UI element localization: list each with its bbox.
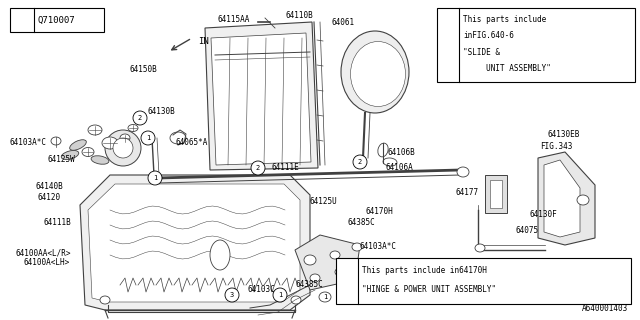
Bar (336, 258, 631, 304)
Ellipse shape (330, 251, 340, 259)
Text: Q710007: Q710007 (38, 15, 76, 25)
Text: 64385C: 64385C (296, 280, 324, 289)
Circle shape (339, 273, 355, 289)
Ellipse shape (82, 148, 94, 156)
Ellipse shape (291, 296, 301, 304)
Text: FIG.343: FIG.343 (540, 142, 572, 151)
Text: "SLIDE &: "SLIDE & (463, 48, 500, 57)
Ellipse shape (304, 255, 316, 265)
Text: 1: 1 (278, 292, 282, 298)
Text: 2: 2 (256, 165, 260, 171)
Text: 64075: 64075 (515, 226, 538, 235)
Text: 64177: 64177 (455, 188, 478, 197)
Text: 2: 2 (358, 159, 362, 165)
Ellipse shape (351, 42, 406, 107)
Text: 64385C: 64385C (348, 218, 376, 227)
Circle shape (440, 37, 456, 53)
Text: inFIG.640-6: inFIG.640-6 (463, 31, 514, 40)
Text: UNIT ASSEMBLY": UNIT ASSEMBLY" (463, 64, 551, 73)
Polygon shape (538, 152, 595, 245)
Text: 64106B: 64106B (388, 148, 416, 157)
Ellipse shape (61, 150, 79, 159)
Bar (485, 175, 507, 213)
Ellipse shape (100, 296, 110, 304)
Text: 64111B: 64111B (44, 218, 72, 227)
Ellipse shape (88, 125, 102, 135)
Polygon shape (205, 22, 318, 170)
Polygon shape (295, 235, 360, 290)
Text: 64150B: 64150B (130, 65, 157, 74)
Text: 1: 1 (323, 294, 327, 300)
Text: 64130EB: 64130EB (548, 130, 580, 139)
Ellipse shape (577, 195, 589, 205)
Ellipse shape (378, 143, 388, 157)
Bar (490, 180, 502, 208)
Circle shape (353, 155, 367, 169)
Text: This parts include: This parts include (463, 15, 547, 24)
Circle shape (225, 288, 239, 302)
Ellipse shape (310, 274, 320, 282)
Ellipse shape (70, 140, 86, 150)
Text: 64103A*C: 64103A*C (10, 138, 47, 147)
Ellipse shape (341, 31, 409, 113)
Text: 1: 1 (20, 17, 24, 23)
Ellipse shape (102, 137, 118, 149)
Polygon shape (80, 175, 310, 310)
Text: 64125W: 64125W (48, 155, 76, 164)
Circle shape (141, 131, 155, 145)
Text: 64100AA<L/R>: 64100AA<L/R> (15, 248, 70, 257)
Text: 64106A: 64106A (386, 163, 413, 172)
Ellipse shape (475, 244, 485, 252)
Polygon shape (88, 184, 300, 302)
Bar (10, 8, 104, 32)
Ellipse shape (457, 167, 469, 177)
Text: 64130B: 64130B (148, 107, 176, 116)
Circle shape (133, 111, 147, 125)
Circle shape (113, 138, 133, 158)
Circle shape (148, 171, 162, 185)
Text: 64115AA: 64115AA (218, 15, 250, 24)
Text: 64140B: 64140B (35, 182, 63, 191)
Text: This parts include in64170H: This parts include in64170H (362, 266, 487, 276)
Ellipse shape (383, 158, 397, 166)
Text: 2: 2 (345, 276, 349, 285)
Text: 64120: 64120 (37, 193, 60, 202)
Ellipse shape (51, 137, 61, 145)
Polygon shape (211, 33, 311, 165)
Ellipse shape (352, 243, 362, 251)
Text: 3: 3 (230, 292, 234, 298)
Text: 64125U: 64125U (310, 197, 338, 206)
Ellipse shape (335, 268, 345, 276)
Text: 64170H: 64170H (365, 207, 393, 216)
Polygon shape (544, 160, 580, 237)
Text: 2: 2 (138, 115, 142, 121)
Circle shape (105, 130, 141, 166)
Text: 64065*A: 64065*A (175, 138, 207, 147)
Text: 64130F: 64130F (530, 210, 557, 219)
Text: 64110B: 64110B (285, 11, 313, 20)
Circle shape (251, 161, 265, 175)
Ellipse shape (128, 124, 138, 132)
Text: "HINGE & POWER UNIT ASSEMBLY": "HINGE & POWER UNIT ASSEMBLY" (362, 285, 496, 294)
Ellipse shape (120, 134, 130, 142)
Text: IN: IN (198, 37, 209, 46)
Ellipse shape (210, 240, 230, 270)
Ellipse shape (91, 156, 109, 164)
Text: 64100A<LH>: 64100A<LH> (24, 258, 70, 267)
Bar (437, 8, 635, 82)
Text: 64061: 64061 (332, 18, 355, 27)
Ellipse shape (319, 292, 331, 302)
Text: 64111E: 64111E (272, 163, 300, 172)
Circle shape (273, 288, 287, 302)
Ellipse shape (170, 132, 186, 144)
Circle shape (15, 13, 29, 27)
Text: 64103C: 64103C (248, 285, 276, 294)
Text: 1: 1 (153, 175, 157, 181)
Ellipse shape (355, 266, 365, 274)
Text: 3: 3 (445, 41, 451, 50)
Text: 64103A*C: 64103A*C (360, 242, 397, 251)
Text: 1: 1 (146, 135, 150, 141)
Text: A640001403: A640001403 (582, 304, 628, 313)
